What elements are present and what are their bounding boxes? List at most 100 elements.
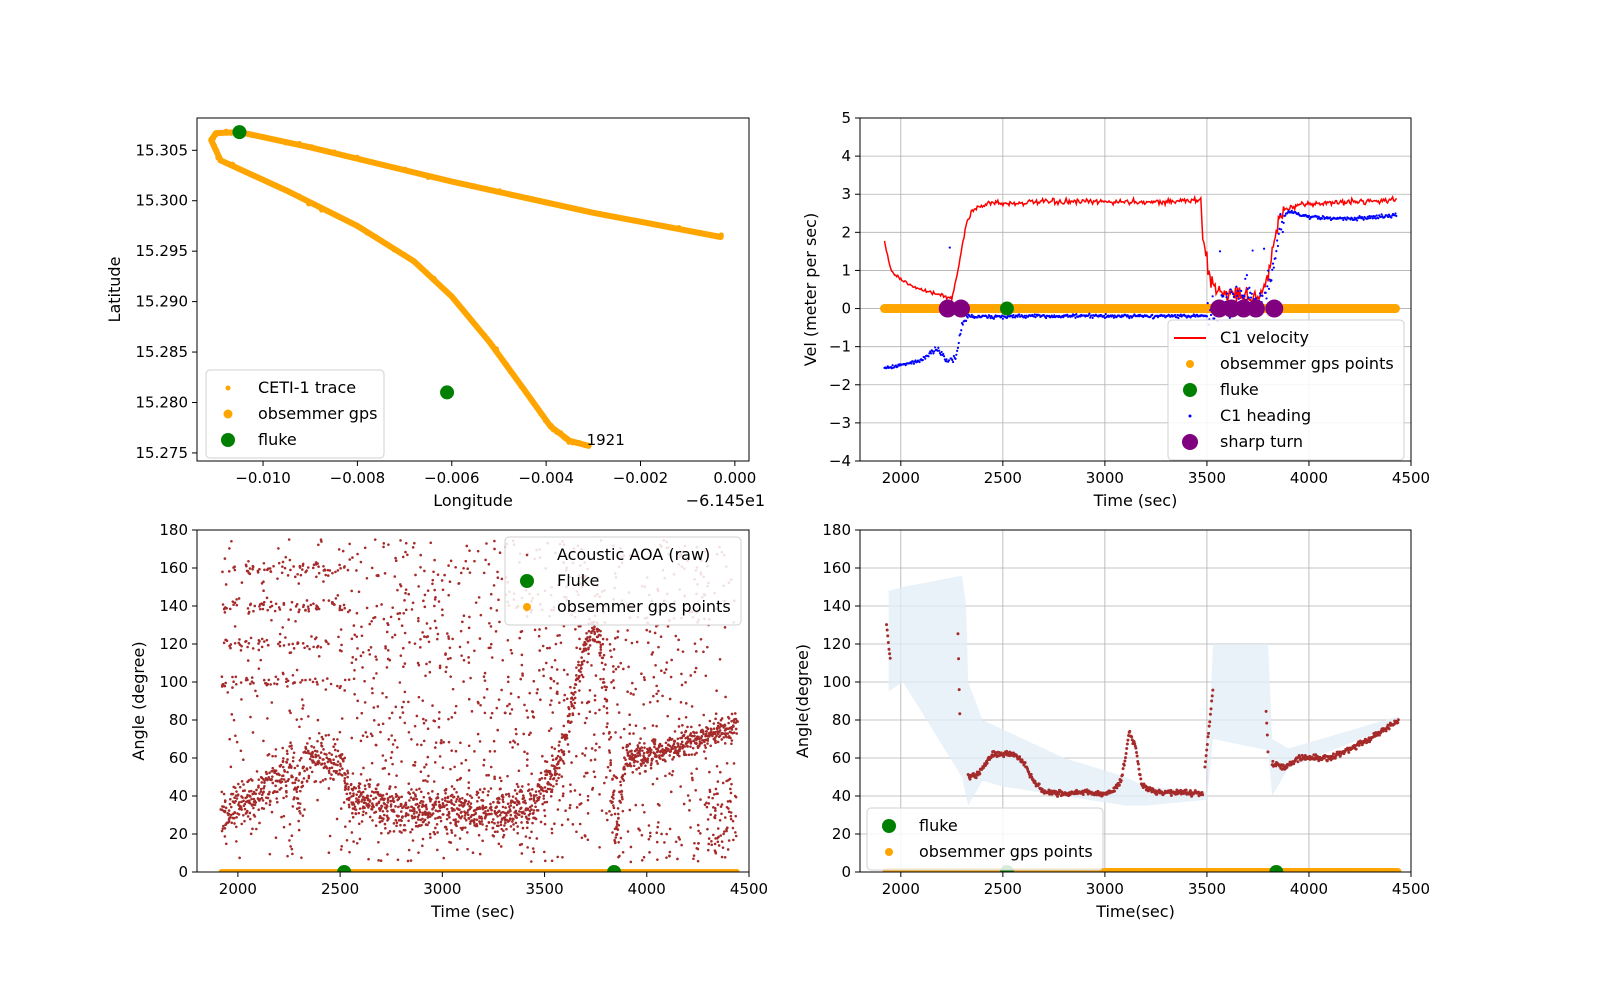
aoa-raw-point xyxy=(556,754,560,758)
aoa-raw-point xyxy=(248,801,252,805)
aoa-raw-point xyxy=(381,754,385,757)
aoa-raw-point xyxy=(545,646,549,650)
gps-point xyxy=(402,166,408,172)
aoa-raw-point xyxy=(433,619,437,623)
aoa-raw-point xyxy=(468,549,471,552)
aoa-raw-point xyxy=(532,679,536,683)
annotation-label: 1921 xyxy=(587,431,625,449)
aoa-raw-point xyxy=(676,648,680,651)
aoa-raw-point xyxy=(314,561,318,564)
aoa-raw-point xyxy=(598,654,602,657)
gps-point xyxy=(486,339,493,345)
aoa-raw-point xyxy=(277,547,280,550)
aoa-raw-point xyxy=(276,577,279,580)
heading-point xyxy=(927,355,930,358)
aoa-raw-point xyxy=(267,775,271,779)
aoa-raw-point xyxy=(351,811,354,815)
aoa-raw-point xyxy=(363,796,366,800)
aoa-raw-point xyxy=(571,823,575,826)
aoa-raw-point xyxy=(436,792,440,796)
aoa-raw-point xyxy=(365,779,369,782)
heading-point xyxy=(1341,216,1344,220)
aoa-raw-point xyxy=(678,745,682,749)
aoa-raw-point xyxy=(433,746,437,749)
aoa-raw-point xyxy=(432,780,436,783)
aoa-raw-point xyxy=(285,761,289,764)
heading-point xyxy=(939,353,942,356)
aoa-raw-point xyxy=(537,789,541,793)
aoa-raw-point xyxy=(454,821,458,824)
aoa-raw-point xyxy=(582,643,585,646)
aoa-raw-point xyxy=(463,814,467,817)
aoa-raw-point xyxy=(449,767,452,771)
aoa-raw-point xyxy=(380,831,383,835)
aoa-raw-point xyxy=(587,700,591,704)
aoa-raw-point xyxy=(537,634,541,638)
aoa-raw-point xyxy=(348,542,351,546)
aoa-raw-point xyxy=(308,757,312,761)
aoa-raw-point xyxy=(410,608,414,611)
aoa-raw-point xyxy=(307,609,311,613)
aoa-raw-point xyxy=(582,659,586,663)
aoa-raw-point xyxy=(638,772,642,775)
aoa-raw-point xyxy=(428,670,432,674)
aoa-raw-point xyxy=(602,653,606,657)
aoa-raw-point xyxy=(332,745,335,749)
aoa-raw-point xyxy=(723,816,727,819)
aoa-raw-point xyxy=(445,807,449,811)
aoa-raw-point xyxy=(489,787,493,790)
y-tick-label: −1 xyxy=(829,338,851,356)
aoa-raw-point xyxy=(704,732,708,736)
aoa-raw-point xyxy=(394,795,398,798)
aoa-raw-point xyxy=(545,800,549,804)
heading-point xyxy=(1276,239,1279,242)
aoa-raw-point xyxy=(265,638,269,642)
heading-point xyxy=(1225,296,1228,299)
aoa-raw-point xyxy=(539,771,543,775)
legend-label: CETI-1 trace xyxy=(258,378,356,397)
aoa-raw-point xyxy=(257,778,261,781)
aoa-raw-point xyxy=(624,758,627,762)
aoa-raw-point xyxy=(729,814,733,818)
heading-point xyxy=(951,358,954,362)
aoa-raw-point xyxy=(268,803,272,807)
aoa-raw-point xyxy=(481,790,485,794)
aoa-raw-point xyxy=(628,754,632,758)
aoa-raw-point xyxy=(508,712,512,715)
aoa-raw-point xyxy=(526,758,529,761)
aoa-raw-point xyxy=(512,828,516,831)
aoa-raw-point xyxy=(355,611,359,615)
aoa-raw-point xyxy=(520,790,524,793)
aoa-raw-point xyxy=(402,700,405,704)
gps-point xyxy=(534,405,540,411)
aoa-raw-point xyxy=(466,831,469,834)
legend-dot-swatch xyxy=(1183,383,1197,397)
y-tick-label: 15.285 xyxy=(136,343,189,361)
aoa-raw-point xyxy=(527,783,530,786)
aoa-raw-point xyxy=(260,796,264,800)
aoa-raw-point xyxy=(382,545,385,549)
aoa-raw-point xyxy=(521,794,525,797)
aoa-raw-point xyxy=(704,674,708,678)
aoa-raw-point xyxy=(320,762,324,766)
aoa-raw-point xyxy=(542,789,545,793)
aoa-raw-point xyxy=(491,834,495,837)
aoa-raw-point xyxy=(724,728,728,731)
aoa-raw-point xyxy=(423,635,426,638)
aoa-raw-point xyxy=(397,805,400,809)
aoa-raw-point xyxy=(317,607,321,611)
gps-point xyxy=(582,442,588,448)
aoa-raw-point xyxy=(469,806,473,809)
aoa-raw-point xyxy=(300,678,304,682)
aoa-raw-point xyxy=(723,626,727,629)
aoa-raw-point xyxy=(243,802,247,806)
aoa-raw-point xyxy=(391,762,394,766)
aoa-raw-point xyxy=(434,800,438,803)
aoa-raw-point xyxy=(661,747,664,751)
aoa-raw-point xyxy=(498,813,502,817)
aoa-raw-point xyxy=(224,842,228,846)
aoa-raw-point xyxy=(450,793,454,797)
aoa-raw-point xyxy=(605,776,608,779)
aoa-raw-point xyxy=(262,807,266,810)
aoa-raw-point xyxy=(468,822,472,825)
